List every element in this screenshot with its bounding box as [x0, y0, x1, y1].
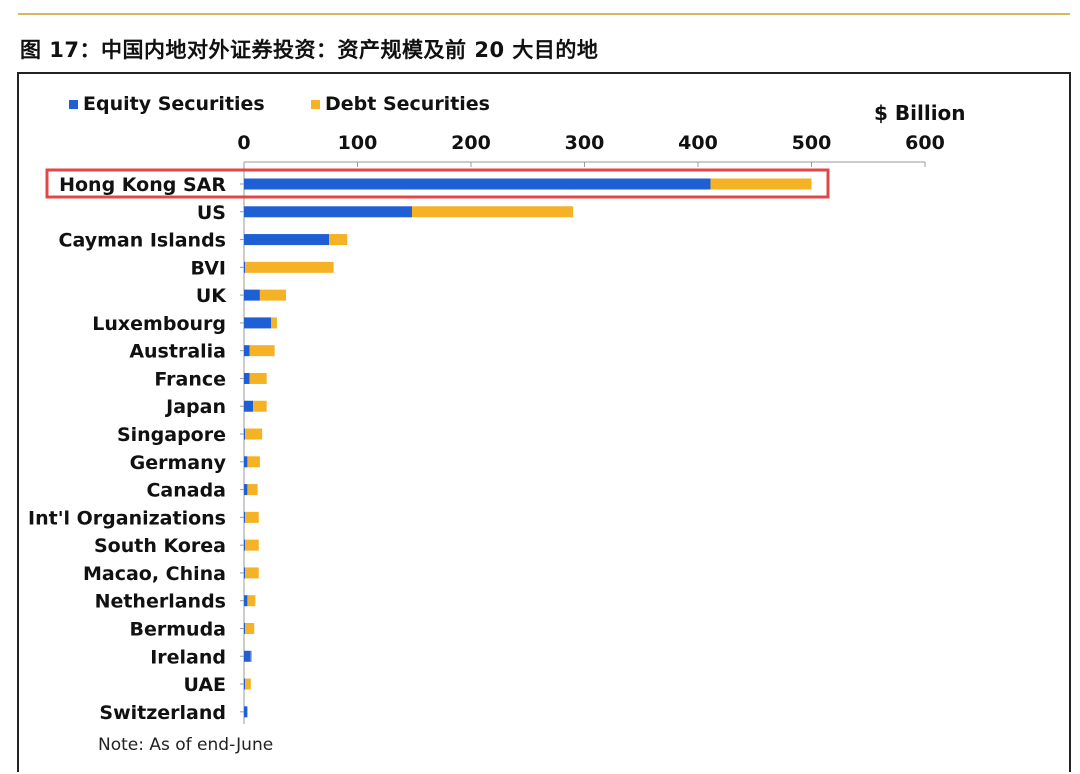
bar-debt	[247, 484, 258, 496]
bar-debt	[245, 539, 259, 551]
title-rule	[18, 13, 1070, 15]
category-label: Luxembourg	[92, 313, 226, 335]
bar-equity	[244, 289, 260, 301]
bar-equity	[244, 622, 246, 634]
highlight-box	[45, 168, 830, 199]
category-label: UAE	[183, 674, 226, 696]
category-label: UK	[196, 285, 227, 307]
legend-label-equity: Equity Securities	[83, 93, 265, 115]
bar-equity	[244, 400, 254, 412]
bar-debt	[710, 178, 812, 190]
legend-swatch-equity	[69, 100, 78, 109]
bar-equity	[244, 484, 248, 496]
category-label: South Korea	[94, 535, 226, 557]
category-label: Japan	[164, 396, 226, 418]
bar-equity	[244, 511, 246, 523]
figure-title: 图 17：中国内地对外证券投资：资产规模及前 20 大目的地	[20, 38, 599, 62]
category-label: Australia	[129, 341, 226, 363]
legend-label-debt: Debt Securities	[325, 93, 490, 115]
bar-equity	[244, 650, 251, 662]
x-tick-label: 200	[451, 132, 491, 154]
x-tick-label: 400	[678, 132, 718, 154]
bar-chart: Equity Securities Debt Securities $ Billio…	[28, 93, 966, 724]
bar-debt	[245, 622, 255, 634]
bar-debt	[329, 234, 348, 246]
bar-debt	[247, 595, 256, 607]
bar-debt	[245, 261, 334, 273]
x-tick-label: 600	[905, 132, 945, 154]
bar-equity	[244, 567, 246, 579]
bar-equity	[244, 261, 246, 273]
chart-note: Note: As of end-June	[98, 735, 274, 755]
bar-debt	[245, 678, 251, 690]
bar-debt	[250, 650, 252, 662]
bar-debt	[245, 511, 259, 523]
chart-frame: Equity Securities Debt Securities $ Billio…	[17, 72, 1071, 772]
category-label: Ireland	[150, 646, 226, 668]
bar-equity	[244, 345, 250, 357]
bar-debt	[247, 456, 260, 468]
bar-equity	[244, 178, 711, 190]
legend-swatch-debt	[311, 100, 320, 109]
unit-label: $ Billion	[874, 101, 966, 125]
bar-equity	[244, 595, 248, 607]
category-label: Int'l Organizations	[28, 507, 226, 529]
bar-equity	[244, 372, 250, 384]
category-label: Singapore	[117, 424, 226, 446]
bar-equity	[244, 234, 330, 246]
bar-equity	[244, 706, 248, 718]
category-label: BVI	[191, 257, 227, 279]
category-label: France	[154, 368, 226, 390]
category-label: Bermuda	[130, 618, 226, 640]
x-tick-label: 300	[565, 132, 605, 154]
bar-debt	[249, 372, 267, 384]
category-label: US	[197, 202, 226, 224]
bar-equity	[244, 317, 272, 329]
bar-debt	[245, 428, 263, 440]
category-label: Switzerland	[99, 702, 226, 724]
bar-debt	[411, 206, 574, 218]
x-tick-label: 100	[338, 132, 378, 154]
category-label: Netherlands	[95, 591, 226, 613]
bar-equity	[244, 456, 248, 468]
category-label: Canada	[146, 480, 226, 502]
bar-equity	[244, 539, 246, 551]
bar-debt	[253, 400, 267, 412]
category-label: Hong Kong SAR	[59, 174, 226, 196]
bar-equity	[244, 678, 246, 690]
bar-debt	[245, 567, 259, 579]
bar-debt	[271, 317, 277, 329]
x-tick-label: 0	[237, 132, 250, 154]
category-label: Macao, China	[83, 563, 226, 585]
category-label: Cayman Islands	[59, 230, 226, 252]
bar-debt	[249, 345, 275, 357]
bar-debt	[259, 289, 286, 301]
bar-equity	[244, 206, 412, 218]
category-label: Germany	[130, 452, 227, 474]
bar-equity	[244, 428, 246, 440]
x-tick-label: 500	[792, 132, 832, 154]
